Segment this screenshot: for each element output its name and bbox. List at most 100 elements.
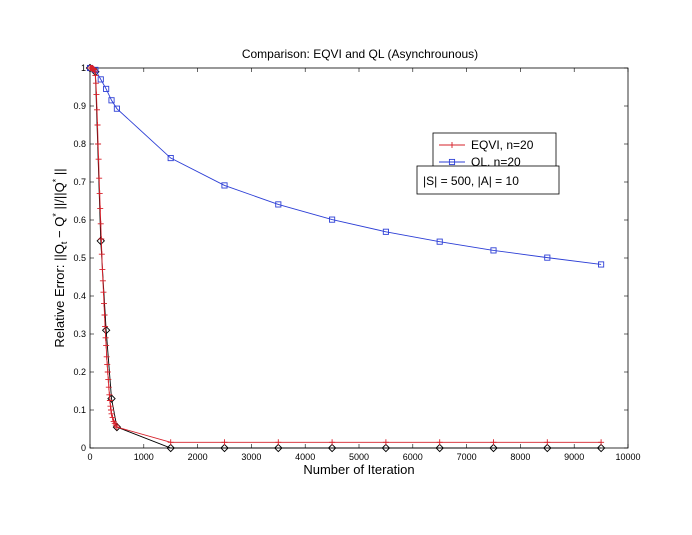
- data-point: [221, 439, 228, 446]
- y-tick-label: 0.3: [73, 329, 86, 339]
- y-axis-label-part: *: [51, 213, 61, 217]
- y-axis-label-part: − Q: [52, 217, 67, 242]
- y-tick-label: 0.6: [73, 215, 86, 225]
- data-point: [104, 361, 111, 368]
- data-point: [103, 353, 110, 360]
- data-point: [109, 414, 116, 421]
- chart-title: Comparison: EQVI and QL (Asynchrounous): [242, 47, 478, 61]
- x-tick-label: 5000: [349, 452, 369, 462]
- data-point: [90, 66, 97, 73]
- data-point: [103, 85, 110, 92]
- legend-label: QL, n=20: [471, 155, 521, 169]
- data-point: [96, 175, 103, 182]
- data-point: [166, 443, 175, 453]
- data-point: [544, 439, 551, 446]
- data-point: [102, 334, 109, 341]
- y-tick-label: 0.2: [73, 367, 86, 377]
- data-point: [101, 312, 108, 318]
- axis-ticks: 0 1000 2000 3000 4000 5000 6000 7000 8000 9000 100…: [73, 63, 640, 462]
- data-point: [598, 261, 605, 268]
- data-point: [221, 182, 228, 189]
- data-point: [327, 443, 337, 453]
- y-tick-label: 0.5: [73, 253, 86, 263]
- data-point: [113, 105, 120, 112]
- data-point: [489, 443, 498, 453]
- data-point: [97, 220, 104, 227]
- series-layer: [85, 63, 606, 453]
- series-line: [89, 67, 602, 449]
- y-tick-label: 0.8: [73, 139, 86, 149]
- data-point: [598, 439, 605, 446]
- x-tick-label: 4000: [295, 452, 315, 462]
- x-tick-label: 0: [87, 452, 92, 462]
- x-tick-label: 9000: [564, 452, 584, 462]
- annotation-box: [416, 165, 560, 195]
- legend-marker: [448, 158, 456, 166]
- data-point: [95, 156, 102, 163]
- series-line: [90, 67, 602, 443]
- data-point: [99, 277, 106, 284]
- data-point: [92, 72, 99, 79]
- y-axis-label: Relative Error: ||Qt − Q* ||/||Q* ||: [51, 168, 69, 347]
- annotation: |S| = 500, |A| = 10: [416, 165, 560, 195]
- data-point: [94, 122, 101, 128]
- data-point: [108, 410, 115, 417]
- data-point: [275, 439, 282, 446]
- legend-label: EQVI, n=20: [471, 138, 534, 152]
- data-point: [100, 289, 107, 296]
- data-point: [490, 439, 497, 446]
- data-point: [92, 80, 99, 87]
- x-axis-label: Number of Iteration: [303, 462, 414, 477]
- x-tick-label: 10000: [615, 452, 640, 462]
- y-axis-label-part: Relative Error: ||Q: [52, 244, 67, 348]
- legend-marker: [449, 142, 455, 148]
- data-point: [382, 439, 389, 446]
- data-point: [490, 247, 497, 254]
- data-point: [274, 443, 283, 453]
- x-tick-label: 7000: [457, 452, 477, 462]
- data-point: [107, 407, 114, 413]
- x-tick-label: 1000: [134, 452, 154, 462]
- data-point: [107, 403, 114, 410]
- x-tick-label: 6000: [403, 452, 423, 462]
- data-point: [97, 76, 104, 83]
- x-tick-label: 3000: [241, 452, 261, 462]
- series-0: [87, 65, 605, 446]
- series-line: [89, 67, 602, 265]
- x-tick-label: 2000: [188, 452, 208, 462]
- data-point: [105, 384, 112, 391]
- data-point: [436, 439, 443, 446]
- data-point: [103, 342, 110, 349]
- data-point: [381, 443, 391, 453]
- data-point: [436, 238, 443, 245]
- data-point: [382, 228, 389, 235]
- data-point: [91, 68, 98, 75]
- data-point: [97, 205, 104, 212]
- annotation-text: |S| = 500, |A| = 10: [423, 174, 519, 188]
- data-point: [275, 201, 282, 208]
- y-tick-label: 0.9: [73, 101, 86, 111]
- series-1: [86, 64, 605, 268]
- data-point: [113, 424, 120, 431]
- data-point: [543, 443, 552, 453]
- y-axis-label-part: *: [51, 178, 61, 182]
- series-2: [85, 63, 606, 453]
- data-point: [95, 141, 102, 147]
- data-point: [93, 106, 100, 113]
- y-axis-label-part: t: [59, 241, 69, 244]
- y-axis-label-part: ||/||Q: [52, 182, 67, 213]
- data-point: [106, 391, 113, 398]
- data-point: [435, 443, 444, 453]
- data-point: [329, 439, 336, 446]
- y-tick-label: 0: [81, 443, 86, 453]
- y-tick-label: 0.1: [73, 405, 86, 415]
- data-point: [167, 439, 174, 446]
- data-point: [93, 91, 100, 98]
- data-point: [98, 251, 105, 258]
- data-point: [596, 443, 606, 453]
- y-tick-label: 0.7: [73, 177, 86, 187]
- data-point: [98, 236, 105, 242]
- data-point: [101, 325, 111, 335]
- data-point: [329, 216, 336, 223]
